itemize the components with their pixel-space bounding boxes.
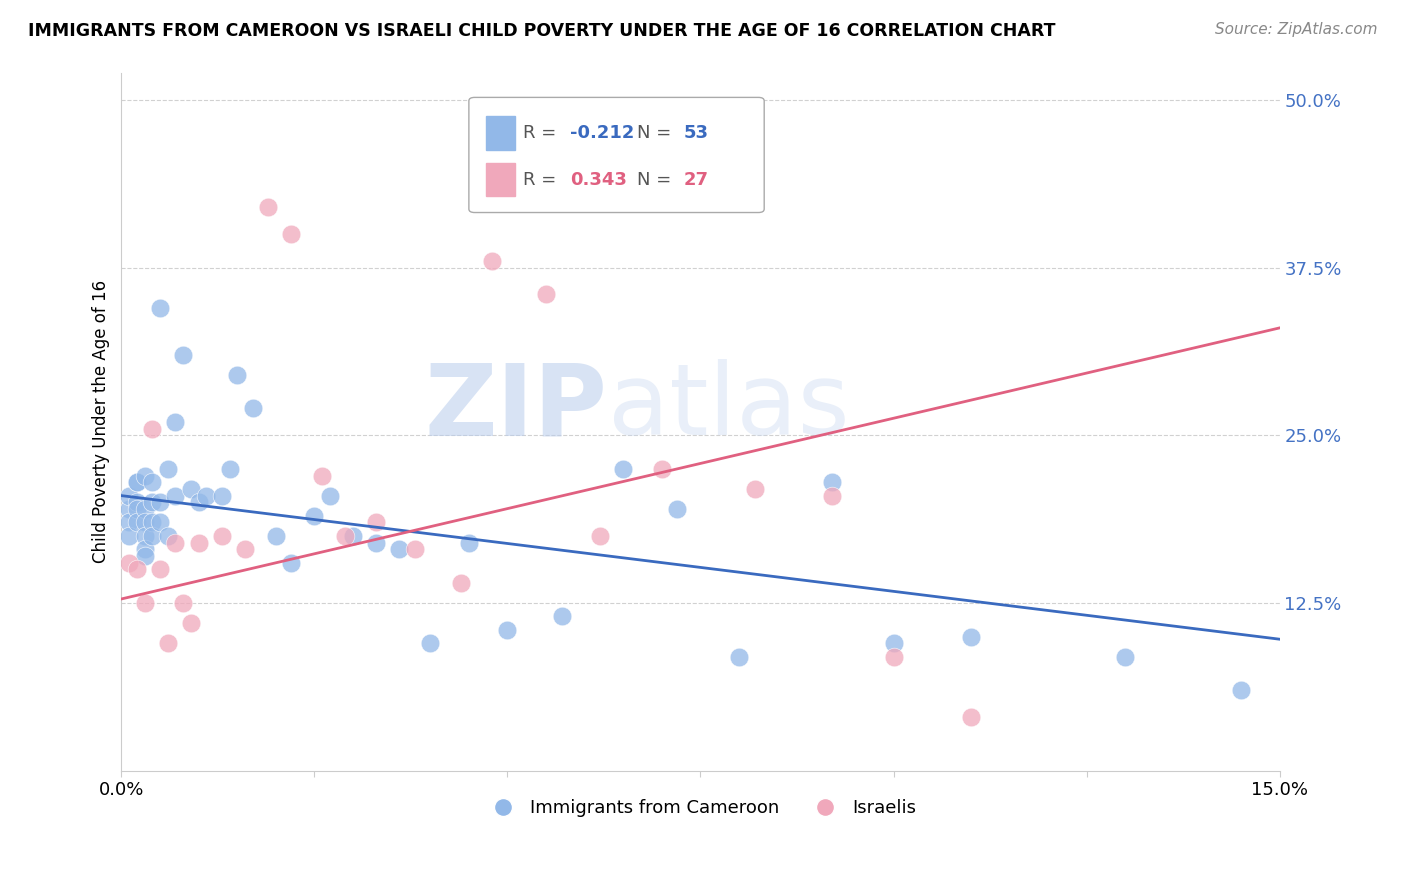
Bar — [486, 116, 515, 150]
Point — [165, 535, 187, 549]
Point — [233, 542, 256, 557]
Point — [118, 516, 141, 530]
Text: Source: ZipAtlas.com: Source: ZipAtlas.com — [1215, 22, 1378, 37]
Point — [125, 475, 148, 490]
Point — [172, 348, 194, 362]
Point — [156, 529, 179, 543]
Point — [172, 596, 194, 610]
Text: 27: 27 — [683, 170, 709, 189]
Point — [728, 649, 751, 664]
Legend: Immigrants from Cameroon, Israelis: Immigrants from Cameroon, Israelis — [478, 792, 922, 824]
Text: N =: N = — [637, 124, 676, 142]
Point — [118, 529, 141, 543]
Point — [125, 502, 148, 516]
Point — [821, 489, 844, 503]
Point — [404, 542, 426, 557]
Point — [280, 556, 302, 570]
Point — [450, 575, 472, 590]
Bar — [486, 163, 515, 196]
Point — [744, 482, 766, 496]
Text: -0.212: -0.212 — [569, 124, 634, 142]
Point — [141, 516, 163, 530]
Point — [180, 482, 202, 496]
Point — [534, 287, 557, 301]
Point — [125, 562, 148, 576]
Point — [257, 200, 280, 214]
Point — [821, 475, 844, 490]
Point — [311, 468, 333, 483]
Point — [134, 516, 156, 530]
Point — [550, 609, 572, 624]
Point — [589, 529, 612, 543]
Point — [496, 623, 519, 637]
Point — [165, 415, 187, 429]
Point — [125, 495, 148, 509]
Point — [156, 462, 179, 476]
Point — [118, 502, 141, 516]
Text: ZIP: ZIP — [425, 359, 607, 457]
Point — [280, 227, 302, 241]
Text: N =: N = — [637, 170, 676, 189]
Point — [1114, 649, 1136, 664]
Point — [226, 368, 249, 382]
Text: R =: R = — [523, 170, 562, 189]
Point — [612, 462, 634, 476]
Text: atlas: atlas — [607, 359, 849, 457]
Point — [366, 516, 388, 530]
Point — [959, 630, 981, 644]
Point — [335, 529, 357, 543]
Text: 53: 53 — [683, 124, 709, 142]
Point — [481, 253, 503, 268]
Point — [125, 516, 148, 530]
Point — [141, 475, 163, 490]
Text: 0.343: 0.343 — [569, 170, 627, 189]
Point — [156, 636, 179, 650]
Point — [134, 596, 156, 610]
Point — [264, 529, 287, 543]
Point — [211, 529, 233, 543]
Point — [149, 301, 172, 315]
Point — [1230, 683, 1253, 698]
Text: IMMIGRANTS FROM CAMEROON VS ISRAELI CHILD POVERTY UNDER THE AGE OF 16 CORRELATIO: IMMIGRANTS FROM CAMEROON VS ISRAELI CHIL… — [28, 22, 1056, 40]
Point — [134, 549, 156, 563]
Point — [366, 535, 388, 549]
Point — [242, 401, 264, 416]
Point — [134, 502, 156, 516]
Point — [141, 421, 163, 435]
Point — [134, 468, 156, 483]
Point — [118, 489, 141, 503]
Point — [141, 529, 163, 543]
Point — [319, 489, 342, 503]
Point — [149, 495, 172, 509]
Point — [165, 489, 187, 503]
Point — [149, 562, 172, 576]
Point — [959, 710, 981, 724]
Y-axis label: Child Poverty Under the Age of 16: Child Poverty Under the Age of 16 — [93, 280, 110, 564]
Point — [342, 529, 364, 543]
Point — [149, 516, 172, 530]
Point — [666, 502, 689, 516]
Point — [419, 636, 441, 650]
Point — [304, 508, 326, 523]
Point — [211, 489, 233, 503]
Point — [883, 649, 905, 664]
Text: R =: R = — [523, 124, 562, 142]
Point — [187, 535, 209, 549]
Point — [141, 495, 163, 509]
Point — [187, 495, 209, 509]
Point — [118, 556, 141, 570]
Point — [180, 616, 202, 631]
Point — [457, 535, 479, 549]
Point — [195, 489, 218, 503]
Point — [134, 529, 156, 543]
Point — [134, 542, 156, 557]
Point — [218, 462, 240, 476]
FancyBboxPatch shape — [468, 97, 765, 212]
Point — [125, 475, 148, 490]
Point — [651, 462, 673, 476]
Point — [883, 636, 905, 650]
Point — [388, 542, 411, 557]
